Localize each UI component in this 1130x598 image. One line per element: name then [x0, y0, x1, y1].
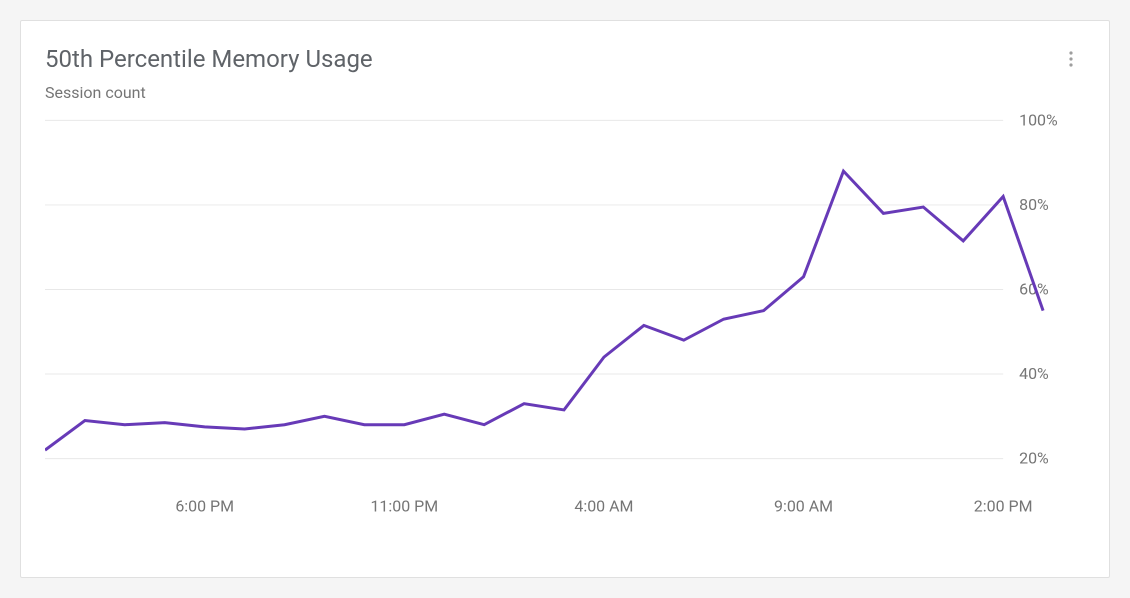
y-axis-tick-label: 40%	[1019, 364, 1049, 383]
card-subtitle: Session count	[45, 83, 1085, 102]
memory-usage-line-chart: 100%80%60%40%20%6:00 PM11:00 PM4:00 AM9:…	[45, 110, 1085, 540]
x-axis-tick-label: 4:00 AM	[574, 497, 633, 516]
more-options-icon[interactable]	[1059, 47, 1083, 71]
y-axis-tick-label: 20%	[1019, 449, 1049, 468]
x-axis-tick-label: 9:00 AM	[774, 497, 833, 516]
y-axis-tick-label: 80%	[1019, 195, 1049, 214]
y-axis-tick-label: 100%	[1019, 110, 1058, 129]
x-axis-tick-label: 11:00 PM	[370, 497, 438, 516]
x-axis-tick-label: 2:00 PM	[974, 497, 1033, 516]
card-title: 50th Percentile Memory Usage	[45, 45, 1085, 73]
card-header: 50th Percentile Memory Usage Session cou…	[45, 45, 1085, 102]
chart-card: 50th Percentile Memory Usage Session cou…	[20, 20, 1110, 578]
series-line-memory-usage	[45, 171, 1043, 450]
x-axis-tick-label: 6:00 PM	[175, 497, 234, 516]
chart-container: 100%80%60%40%20%6:00 PM11:00 PM4:00 AM9:…	[45, 110, 1085, 540]
